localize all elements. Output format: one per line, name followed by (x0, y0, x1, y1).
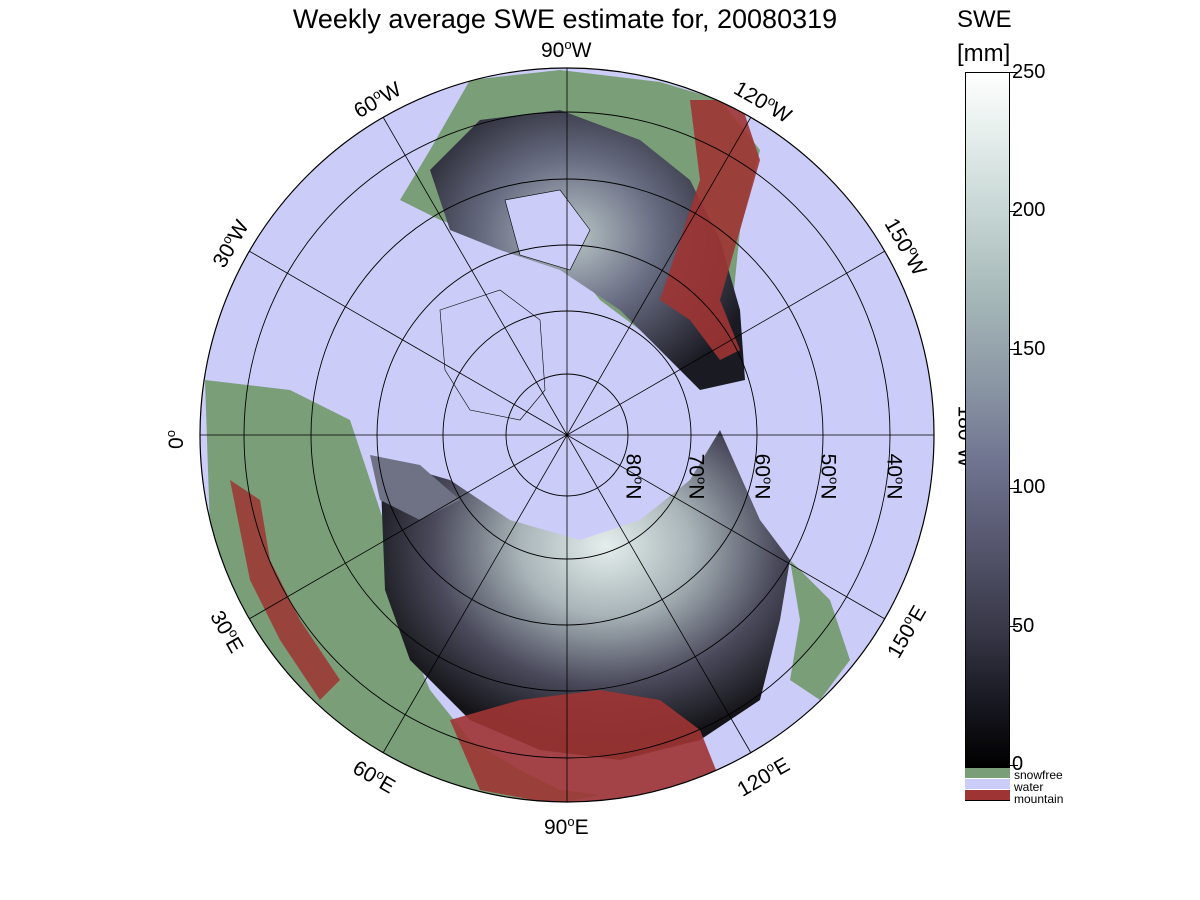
lat-label-70n: 70oN (684, 453, 710, 500)
legend-swatch-mountain (965, 790, 1010, 801)
rocky-mountains (660, 100, 760, 360)
colorbar-tick (1010, 349, 1018, 350)
kamchatka (790, 560, 850, 700)
siberia-snow (380, 430, 790, 760)
north-america-snow (430, 110, 745, 390)
colorbar-tick (1010, 488, 1018, 489)
lat-label-40n: 40oN (882, 453, 908, 500)
scandinavia-snow (370, 455, 460, 520)
colorbar-tick (1010, 626, 1018, 627)
colorbar-tick (1010, 211, 1018, 212)
map-boundary (199, 67, 935, 803)
map-title: Weekly average SWE estimate for, 2008031… (292, 4, 838, 34)
colorbar-title: SWE (957, 6, 1012, 33)
meridian-150w-30e (248, 250, 886, 620)
colorbar-tick-label: 200 (1012, 199, 1046, 221)
swe-colorbar (965, 72, 1010, 768)
lat-label-50n: 50oN (816, 453, 842, 500)
colorbar-tick-label: 0 (1012, 753, 1024, 775)
colorbar-tick (1010, 765, 1018, 766)
lon-label-90e: 90oE (544, 814, 589, 839)
legend-swatch-water (965, 779, 1010, 789)
colorbar-tick-label: 150 (1012, 338, 1046, 360)
colorbar-tick-label: 50 (1012, 615, 1035, 637)
legend-label-water: water (1014, 780, 1044, 794)
legend-label-mountain: mountain (1014, 792, 1064, 806)
greenland (439, 289, 546, 421)
lat-label-80n: 80oN (621, 453, 647, 500)
lat-label-60n: 60oN (750, 453, 776, 500)
colorbar-unit: [mm] (957, 40, 1011, 67)
colorbar-tick-label: 100 (1012, 476, 1046, 498)
colorbar-tick-label: 250 (1012, 61, 1046, 83)
legend-swatch-snowfree (965, 768, 1010, 778)
asia-mountains (450, 690, 720, 802)
legend-label-snowfree: snowfree (1014, 768, 1063, 782)
meridians (200, 68, 934, 802)
lon-label-90w: 90oW (541, 37, 592, 62)
lon-label-0: 0o (162, 430, 188, 449)
colorbar-tick (1010, 72, 1018, 73)
europe-mountains (230, 480, 340, 700)
hudson-bay (504, 189, 591, 271)
